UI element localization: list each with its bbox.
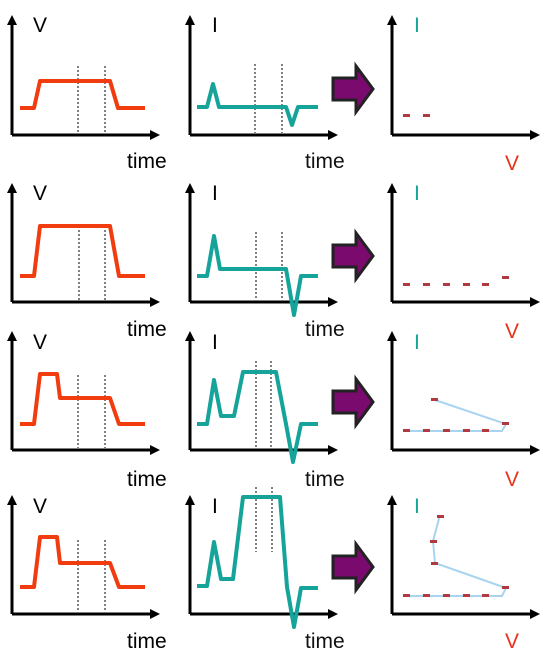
- time-label: time: [127, 630, 167, 653]
- i-axis-label: I: [212, 14, 218, 37]
- iv-v-label: V: [505, 320, 519, 343]
- current-panel: I time: [185, 14, 345, 173]
- current-trace: [197, 370, 318, 464]
- iv-point: [463, 594, 470, 597]
- iv-point: [437, 515, 444, 518]
- iv-i-label: I: [414, 331, 420, 354]
- iv-panel: I V: [387, 331, 540, 491]
- iv-point: [430, 540, 437, 543]
- iv-point: [463, 283, 470, 286]
- iv-point: [403, 594, 410, 597]
- row-2: V time I time I V: [7, 182, 540, 343]
- iv-connecting-line: [404, 514, 508, 597]
- i-axis-label: I: [212, 495, 218, 518]
- iv-point: [482, 429, 489, 432]
- time-label: time: [305, 318, 345, 341]
- iv-point: [403, 429, 410, 432]
- iv-i-label: I: [414, 182, 420, 205]
- iv-v-label: V: [505, 630, 519, 653]
- iv-point: [463, 429, 470, 432]
- arrow-right-icon: [331, 61, 375, 117]
- current-trace: [197, 82, 318, 127]
- arrow-right-icon: [331, 539, 375, 595]
- current-panel: I time: [185, 182, 345, 341]
- current-panel: I time: [185, 487, 345, 653]
- iv-point: [403, 114, 410, 117]
- arrow-right-icon: [331, 374, 375, 430]
- i-axis-label: I: [212, 331, 218, 354]
- iv-i-label: I: [414, 495, 420, 518]
- voltage-panel: V time: [7, 495, 167, 653]
- iv-point: [502, 586, 509, 589]
- iv-panel: I V: [387, 14, 540, 175]
- iv-point: [431, 562, 438, 565]
- time-label: time: [305, 468, 345, 491]
- voltage-panel: V time: [7, 14, 167, 173]
- row-1: V time I time I V: [7, 14, 540, 175]
- i-axis-label: I: [212, 182, 218, 205]
- v-axis-label: V: [33, 182, 47, 205]
- v-axis-label: V: [33, 14, 47, 37]
- iv-connecting-line: [404, 399, 508, 432]
- v-axis-label: V: [33, 331, 47, 354]
- iv-point: [482, 283, 489, 286]
- iv-point: [431, 398, 438, 401]
- voltage-trace: [20, 79, 145, 110]
- time-label: time: [127, 150, 167, 173]
- time-label: time: [127, 468, 167, 491]
- voltage-panel: V time: [7, 331, 167, 491]
- iv-point: [423, 594, 430, 597]
- iv-point: [502, 422, 509, 425]
- iv-point: [403, 283, 410, 286]
- iv-point: [502, 276, 509, 279]
- v-axis-label: V: [33, 495, 47, 518]
- iv-point: [443, 429, 450, 432]
- voltage-panel: V time: [7, 182, 167, 341]
- iv-point: [482, 594, 489, 597]
- voltage-trace: [20, 372, 145, 426]
- time-label: time: [305, 630, 345, 653]
- row-3: V time I time I V: [7, 331, 540, 491]
- current-trace: [197, 495, 318, 629]
- time-label: time: [127, 318, 167, 341]
- iv-point: [443, 283, 450, 286]
- voltage-trace: [20, 535, 145, 589]
- iv-point: [443, 594, 450, 597]
- iv-v-label: V: [505, 152, 519, 175]
- time-label: time: [305, 150, 345, 173]
- iv-v-label: V: [505, 468, 519, 491]
- current-panel: I time: [185, 331, 345, 491]
- current-trace: [197, 234, 318, 317]
- iv-point: [423, 429, 430, 432]
- iv-panel: I V: [387, 182, 540, 343]
- iv-point: [423, 114, 430, 117]
- voltage-trace: [20, 224, 145, 278]
- arrow-right-icon: [331, 228, 375, 284]
- row-4: V time I time I V: [7, 487, 540, 653]
- iv-panel: I V: [387, 495, 540, 653]
- iv-point: [423, 283, 430, 286]
- iv-i-label: I: [414, 14, 420, 37]
